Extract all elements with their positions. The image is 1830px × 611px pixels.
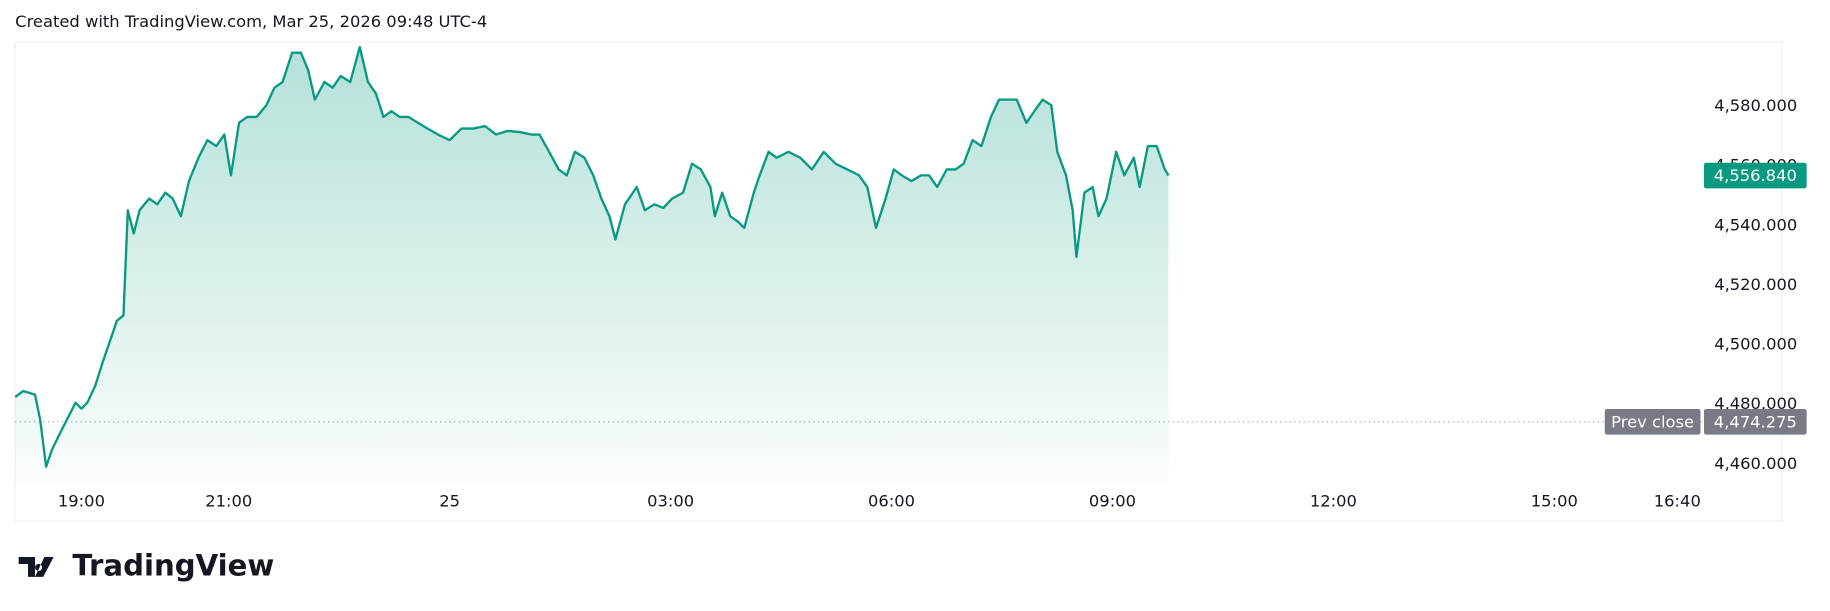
- x-tick-label: 12:00: [1310, 492, 1357, 511]
- x-tick-label: 19:00: [58, 492, 105, 511]
- last-price-label: 4,556.840: [1714, 166, 1797, 185]
- logo-icon: [18, 557, 54, 577]
- y-tick-label: 4,480.000: [1714, 394, 1797, 413]
- prev-close-badge: [1703, 408, 1807, 435]
- prev-close-tag: [1604, 408, 1701, 435]
- y-tick-label: 4,520.000: [1714, 275, 1797, 294]
- prev-close-label: 4,474.275: [1714, 413, 1797, 432]
- y-tick-label: 4,580.000: [1714, 96, 1797, 115]
- y-tick-label: 4,460.000: [1714, 454, 1797, 473]
- prev-close-name: Prev close: [1611, 413, 1694, 432]
- chart-frame: [14, 41, 1783, 522]
- x-tick-label: 03:00: [647, 492, 694, 511]
- last-price-badge: [1703, 162, 1807, 189]
- y-tick-label: 4,500.000: [1714, 335, 1797, 354]
- brand-name: TradingView: [72, 549, 274, 583]
- x-tick-label: 25: [439, 492, 460, 511]
- x-tick-label: 21:00: [205, 492, 252, 511]
- price-line: [14, 45, 1170, 468]
- area-fill: [15, 47, 1169, 483]
- x-tick-label: 15:00: [1531, 492, 1578, 511]
- logo: [18, 557, 54, 577]
- chart-title: Created with TradingView.com, Mar 25, 20…: [15, 12, 487, 31]
- x-tick-label: 09:00: [1089, 492, 1136, 511]
- y-tick-label: 4,540.000: [1714, 215, 1797, 234]
- x-tick-label: 06:00: [868, 492, 915, 511]
- x-tick-label: 16:40: [1654, 492, 1701, 511]
